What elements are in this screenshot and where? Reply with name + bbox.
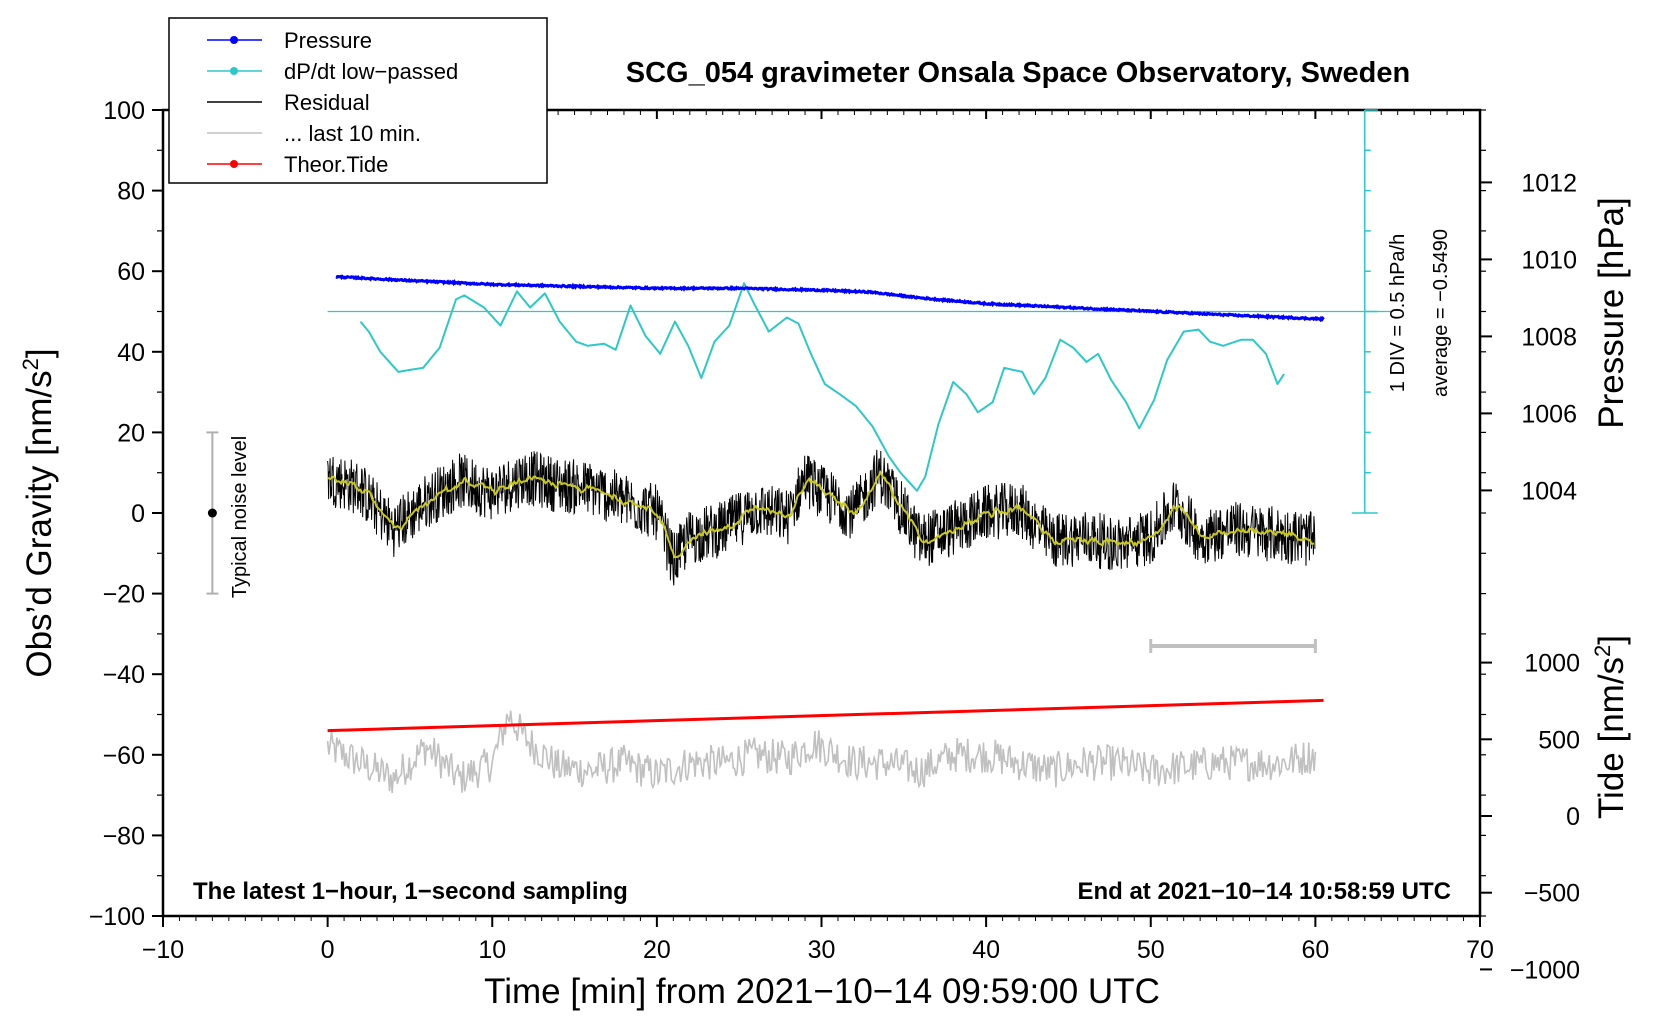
- legend-label: Pressure: [284, 28, 372, 53]
- sampling-label: The latest 1−hour, 1−second sampling: [193, 878, 628, 905]
- y-tick-label: −100: [89, 903, 145, 931]
- series-residual: [327, 449, 1316, 586]
- series-dpdt: [359, 282, 1285, 492]
- y-axis-title-tide-sup: 2: [1590, 645, 1615, 657]
- tide-tick-label: 500: [1538, 726, 1580, 754]
- legend: Pressure dP/dt low−passed Residual ... last…: [168, 17, 548, 184]
- y-axis-title-left-sup: 2: [18, 358, 43, 370]
- x-tick-label: 50: [1137, 936, 1165, 964]
- x-tick-label: 0: [321, 936, 335, 964]
- legend-label: Theor.Tide: [284, 152, 388, 177]
- legend-marker: [230, 160, 238, 168]
- series-pressure: [335, 274, 1325, 323]
- pressure-tick-label: 1012: [1521, 169, 1577, 197]
- series-last-10-min: [326, 710, 1317, 794]
- y-axis-title-left-end: ]: [20, 348, 59, 358]
- x-axis-title: Time [min] from 2021−10−14 09:59:00 UTC: [484, 972, 1160, 1011]
- x-tick-label: 40: [972, 936, 1000, 964]
- pressure-tick-label: 1006: [1521, 400, 1577, 428]
- x-tick-label: 30: [808, 936, 836, 964]
- y-tick-label: −20: [103, 581, 145, 609]
- noise-bar-center: [207, 508, 217, 518]
- pressure-tick-label: 1008: [1521, 323, 1577, 351]
- legend-items: Pressure dP/dt low−passed Residual ... last…: [207, 28, 458, 177]
- tide-tick-label: −1000: [1510, 956, 1580, 984]
- y-axis-title-tide-end: ]: [1592, 635, 1631, 645]
- y-tick-label: −40: [103, 661, 145, 689]
- legend-label: dP/dt low−passed: [284, 59, 458, 84]
- y-axis-title-left: Obs’d Gravity [nm/s2]: [18, 348, 59, 677]
- series-residual-smoothed: [327, 469, 1315, 559]
- legend-label: ... last 10 min.: [284, 121, 421, 146]
- x-tick-label: 20: [643, 936, 671, 964]
- end-time-label: End at 2021−10−14 10:58:59 UTC: [1077, 878, 1451, 905]
- y-tick-label: 0: [131, 500, 145, 528]
- annotation-layer: [206, 431, 1317, 653]
- y-tick-label: −60: [103, 742, 145, 770]
- legend-label: Residual: [284, 90, 370, 115]
- noise-level-label: Typical noise level: [229, 436, 251, 598]
- y-tick-label: 60: [117, 258, 145, 286]
- y-tick-label: 100: [103, 97, 145, 125]
- series-layer: [326, 109, 1393, 794]
- y-tick-label: −80: [103, 822, 145, 850]
- tide-tick-label: 1000: [1524, 650, 1580, 678]
- ticks-layer: −10 0 10 20 30 40 50 60 70−100−80−60−40−20020406…: [89, 97, 1580, 984]
- tide-tick-label: 0: [1566, 803, 1580, 831]
- legend-marker: [230, 36, 238, 44]
- legend-box: [168, 17, 548, 184]
- chart-title: SCG_054 gravimeter Onsala Space Observat…: [626, 57, 1410, 89]
- tide-tick-label: −500: [1524, 880, 1580, 908]
- pressure-tick-label: 1010: [1521, 246, 1577, 274]
- y-axis-title-tide-main: Tide [nm/s: [1592, 657, 1631, 819]
- y-axis-title-tide: Tide [nm/s2]: [1590, 635, 1631, 819]
- legend-marker: [230, 67, 238, 75]
- x-tick-label: 60: [1301, 936, 1329, 964]
- average-label: average = −0.5490: [1430, 229, 1452, 397]
- series-tide: [327, 698, 1324, 733]
- y-tick-label: 20: [117, 419, 145, 447]
- div-scale-label: 1 DIV = 0.5 hPa/h: [1387, 234, 1409, 392]
- y-tick-label: 40: [117, 339, 145, 367]
- y-axis-title-pressure: Pressure [hPa]: [1592, 197, 1631, 429]
- y-axis-title-left-main: Obs’d Gravity [nm/s: [20, 370, 59, 677]
- x-tick-label: 70: [1466, 936, 1494, 964]
- x-tick-label: −10: [142, 936, 184, 964]
- x-tick-label: 10: [478, 936, 506, 964]
- pressure-tick-label: 1004: [1521, 477, 1577, 505]
- y-tick-label: 80: [117, 178, 145, 206]
